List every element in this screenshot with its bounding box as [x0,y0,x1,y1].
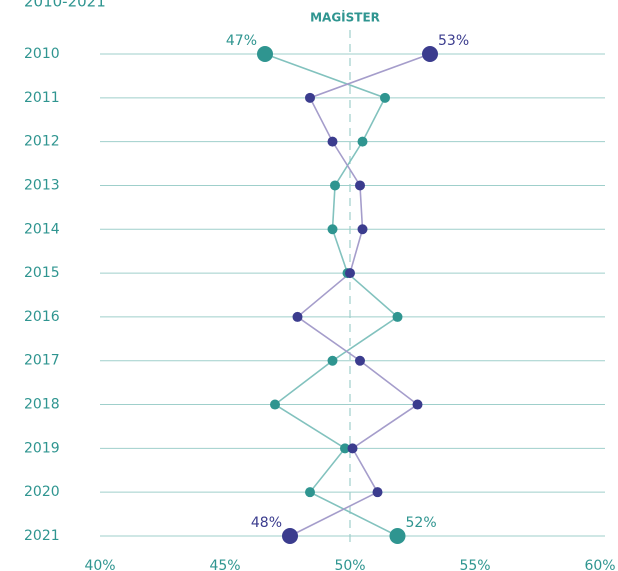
dot [327,136,338,147]
dot [345,268,355,279]
dot [327,355,338,366]
x-tick-label: 40% [84,558,115,571]
dot [257,46,273,62]
annotation: MAGİSTER [310,10,380,25]
dot [305,487,315,498]
dot [347,443,358,454]
value-label: 53% [438,33,469,49]
dot [282,528,298,544]
y-tick-label: 2019 [24,440,60,456]
dot [340,443,350,454]
x-tick-label: 55% [459,558,490,571]
y-tick-label: 2011 [24,90,60,106]
y-tick-label: 2016 [24,309,60,325]
dot [270,399,280,410]
x-tick-label: 50% [334,558,365,571]
y-tick-label: 2013 [24,177,60,193]
chart-title: 2010-2021 [24,0,106,11]
value-label: 48% [251,515,282,531]
dot [357,136,368,147]
y-tick-label: 2014 [24,221,60,237]
series-line [289,53,431,537]
series-line [264,53,399,537]
dot [355,180,365,191]
y-tick-label: 2012 [24,134,60,150]
dot [372,487,383,498]
dot [292,311,303,322]
dot [330,180,340,191]
value-label: 52% [406,515,437,531]
dot [357,224,368,235]
dot [327,224,338,235]
dot [392,311,403,322]
y-tick-label: 2010 [24,46,60,62]
value-label: 47% [226,33,257,49]
dot [355,355,365,366]
y-tick-label: 2020 [24,484,60,500]
x-tick-label: 45% [209,558,240,571]
y-tick-label: 2015 [24,265,60,281]
y-tick-label: 2021 [24,528,60,544]
dot [305,92,315,103]
dot [412,399,423,410]
dot [389,528,406,544]
y-tick-label: 2018 [24,397,60,413]
dot [380,92,390,103]
x-tick-label: 60% [584,558,615,571]
y-tick-label: 2017 [24,353,60,369]
dot [422,46,438,62]
